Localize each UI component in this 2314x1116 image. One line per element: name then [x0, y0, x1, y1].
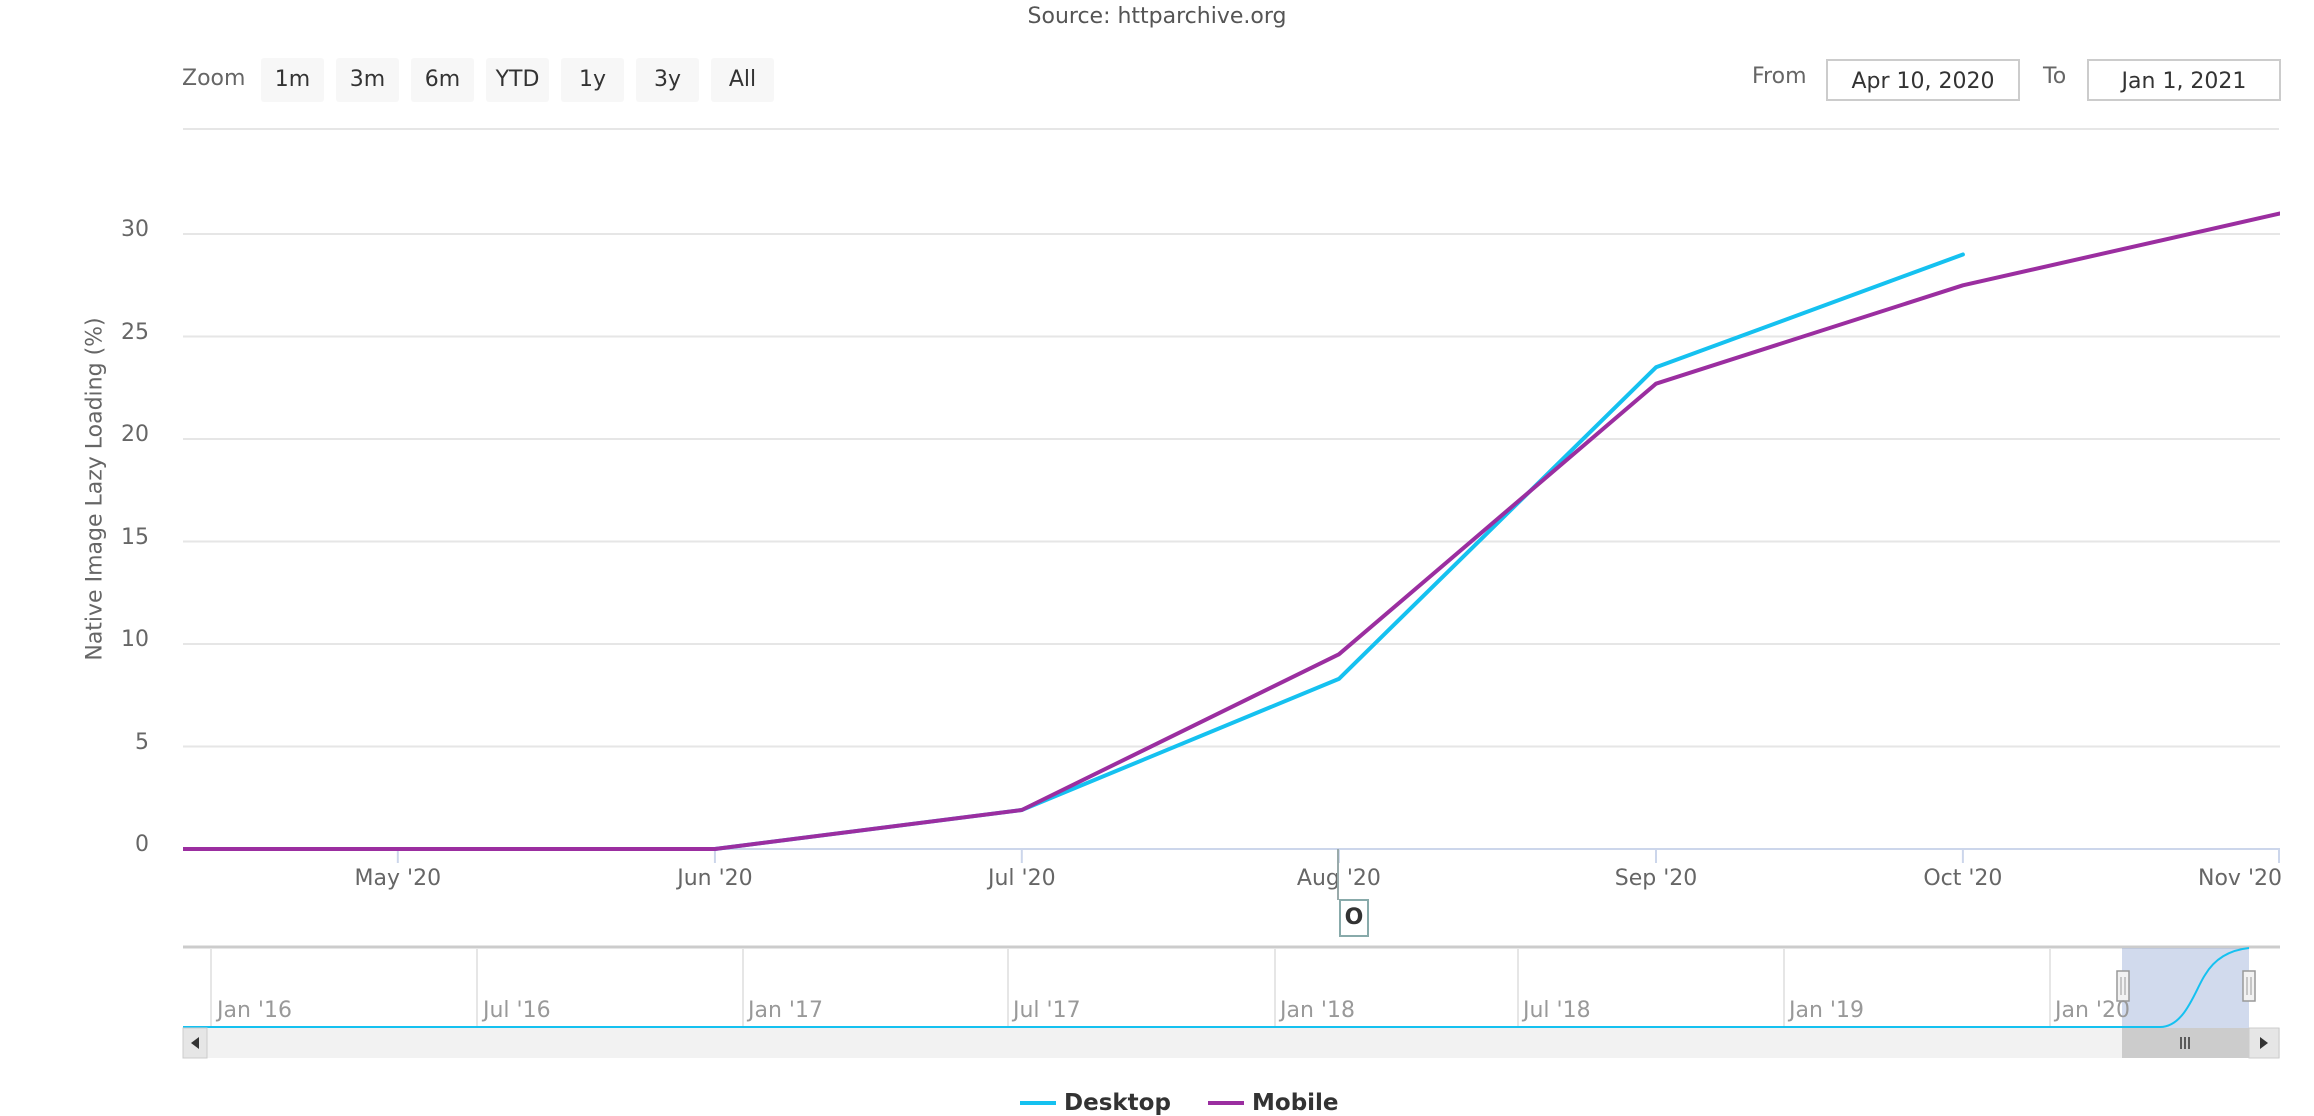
legend-mobile-line-icon: [1208, 1101, 1244, 1105]
navigator-label: Jan '18: [1280, 998, 1355, 1023]
navigator-label: Jan '20: [2055, 998, 2130, 1023]
crosshair-label: O: [1339, 899, 1369, 937]
y-tick-label: 5: [135, 729, 149, 755]
zoom-1m-button[interactable]: 1m: [261, 58, 324, 102]
range-selector-divider: [183, 128, 2279, 130]
x-tick-label: May '20: [354, 866, 442, 891]
y-tick-label: 10: [121, 627, 149, 652]
navigator-label: Jul '16: [483, 998, 551, 1023]
zoom-3m-button[interactable]: 3m: [336, 58, 399, 102]
x-tick-label: Nov '20: [2198, 866, 2282, 891]
navigator-label: Jan '16: [217, 998, 292, 1023]
from-date-input[interactable]: Apr 10, 2020: [1826, 59, 2020, 101]
scrollbar-track[interactable]: [183, 1028, 2280, 1058]
y-tick-label: 20: [121, 422, 149, 447]
zoom-ytd-button[interactable]: YTD: [486, 58, 549, 102]
from-label: From: [1752, 64, 1807, 89]
series-line-mobile[interactable]: [91, 211, 2280, 851]
x-tick-label: Jun '20: [677, 866, 753, 891]
series-line-desktop[interactable]: [91, 252, 1965, 851]
navigator-left-handle[interactable]: [2116, 970, 2130, 1002]
y-tick-label: 25: [121, 319, 149, 345]
to-label: To: [2043, 64, 2067, 89]
x-tick-label: Jul '20: [988, 866, 1056, 891]
y-tick-label: 0: [135, 832, 149, 857]
x-tick-label: Oct '20: [1923, 866, 2003, 891]
zoom-all-button[interactable]: All: [711, 58, 774, 102]
series-group: [91, 211, 2280, 851]
legend-mobile-label: Mobile: [1252, 1090, 1339, 1116]
right-arrow-icon: [2260, 1037, 2268, 1049]
chart-subtitle: Source: httparchive.org: [1027, 4, 1287, 29]
zoom-1y-button[interactable]: 1y: [561, 58, 624, 102]
left-arrow-icon: [191, 1037, 199, 1049]
navigator-right-handle[interactable]: [2242, 970, 2256, 1002]
navigator-series-curve: [2122, 947, 2250, 1028]
legend-item-desktop[interactable]: Desktop: [1020, 1090, 1171, 1116]
gridlines: [183, 233, 2280, 748]
navigator-label: Jan '17: [748, 998, 823, 1023]
zoom-6m-button[interactable]: 6m: [411, 58, 474, 102]
to-date-input[interactable]: Jan 1, 2021: [2087, 59, 2281, 101]
navigator-gridlines: [210, 948, 2051, 1028]
x-tick-label: Sep '20: [1614, 866, 1698, 891]
navigator-label: Jul '18: [1523, 998, 1591, 1023]
navigator-selection-mask[interactable]: [2122, 948, 2249, 1028]
navigator-label: Jul '17: [1013, 998, 1081, 1023]
legend-item-mobile[interactable]: Mobile: [1208, 1090, 1339, 1116]
zoom-label: Zoom: [182, 66, 246, 91]
zoom-3y-button[interactable]: 3y: [636, 58, 699, 102]
legend-desktop-label: Desktop: [1064, 1090, 1171, 1116]
y-tick-label: 30: [121, 217, 149, 242]
navigator-label: Jan '19: [1789, 998, 1864, 1023]
y-tick-label: 15: [121, 524, 149, 550]
legend-desktop-line-icon: [1020, 1101, 1056, 1105]
scrollbar-grip-icon: [2180, 1037, 2190, 1049]
